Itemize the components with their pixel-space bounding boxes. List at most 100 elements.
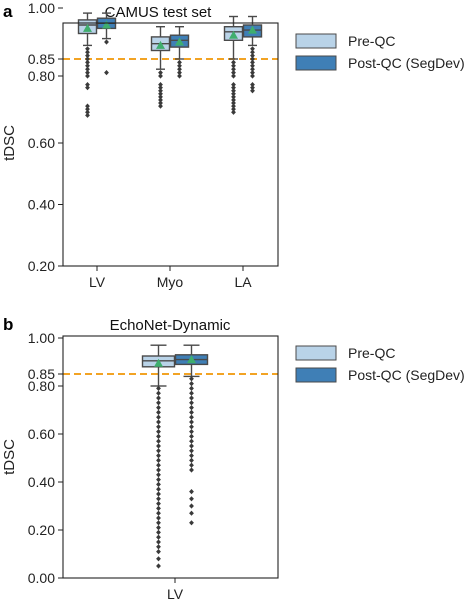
legend-b: Pre-QC Post-QC (SegDev) xyxy=(295,345,465,383)
outlier-point-pre-qc xyxy=(158,97,163,103)
outlier-point-pre-qc xyxy=(156,433,161,439)
y-axis-label-b: tDSC xyxy=(1,439,18,475)
outlier-point-post-qc xyxy=(250,73,255,79)
outlier-point-pre-qc xyxy=(156,424,161,430)
outlier-point-post-qc xyxy=(189,381,194,387)
outlier-point-pre-qc xyxy=(85,81,90,88)
y-tick-label-a: 1.00 xyxy=(28,0,55,16)
y-tick-label-b: 0.00 xyxy=(28,570,55,586)
mean-marker-post-qc xyxy=(248,25,257,34)
outlier-point-pre-qc xyxy=(85,49,90,55)
plot-area-b: 0.00 0.20 0.40 0.60 0.800.85 1.00 LV xyxy=(28,330,278,602)
outlier-point-pre-qc xyxy=(156,496,161,502)
outlier-point-post-qc xyxy=(189,462,194,468)
outlier-point-pre-qc xyxy=(85,46,90,52)
outlier-point-post-qc xyxy=(189,467,194,473)
outlier-point-pre-qc xyxy=(156,395,161,401)
outlier-point-pre-qc xyxy=(85,112,90,118)
outlier-point-post-qc xyxy=(189,489,194,495)
outlier-point-pre-qc xyxy=(156,539,161,545)
outlier-point-pre-qc xyxy=(156,443,161,449)
outlier-point-post-qc xyxy=(189,385,194,391)
legend-swatch-post-qc-b xyxy=(295,367,337,383)
outlier-point-pre-qc xyxy=(156,556,161,562)
outlier-point-pre-qc xyxy=(156,448,161,454)
outlier-point-post-qc xyxy=(189,520,194,526)
outlier-point-pre-qc xyxy=(231,73,236,79)
outlier-point-pre-qc xyxy=(85,63,90,69)
outlier-point-post-qc xyxy=(189,438,194,444)
outlier-point-pre-qc xyxy=(156,510,161,516)
mean-marker-pre-qc xyxy=(156,40,165,49)
legend-label-post-qc-b: Post-QC (SegDev) xyxy=(348,367,465,383)
outlier-point-pre-qc xyxy=(231,70,236,76)
y-tick-label-a: 0.20 xyxy=(28,258,55,274)
outlier-point-post-qc xyxy=(250,81,255,88)
x-tick-label-a: LV xyxy=(89,274,106,290)
outlier-point-post-qc xyxy=(189,443,194,449)
outlier-point-post-qc xyxy=(177,73,182,79)
outlier-point-post-qc xyxy=(189,448,194,454)
plot-frame-a xyxy=(62,22,279,267)
outlier-point-pre-qc xyxy=(156,414,161,420)
outlier-point-pre-qc xyxy=(156,400,161,406)
outlier-point-post-qc xyxy=(250,70,255,76)
outlier-point-pre-qc xyxy=(156,477,161,483)
outlier-point-pre-qc xyxy=(231,106,236,112)
outlier-point-pre-qc xyxy=(156,544,161,550)
outlier-point-pre-qc xyxy=(156,457,161,463)
outlier-point-post-qc xyxy=(250,88,255,94)
outlier-point-pre-qc xyxy=(156,481,161,487)
mean-marker-post-qc xyxy=(187,355,196,364)
x-tick-label-a: LA xyxy=(234,274,252,290)
outlier-point-post-qc xyxy=(189,503,194,509)
legend-swatch-pre-qc-b xyxy=(295,345,337,361)
outlier-point-pre-qc xyxy=(231,59,236,65)
outlier-point-pre-qc xyxy=(156,385,161,391)
outlier-point-post-qc xyxy=(189,510,194,516)
outlier-point-post-qc xyxy=(177,70,182,76)
outlier-point-pre-qc xyxy=(231,91,236,97)
legend-label-post-qc-a: Post-QC (SegDev) xyxy=(348,55,465,71)
outlier-point-post-qc xyxy=(189,409,194,415)
outlier-point-post-qc xyxy=(250,46,255,52)
outlier-point-post-qc xyxy=(189,400,194,406)
outlier-point-pre-qc xyxy=(231,109,236,115)
outlier-point-pre-qc xyxy=(156,563,161,569)
outlier-point-pre-qc xyxy=(231,103,236,109)
panel-b: b EchoNet-Dynamic tDSC 0.000.200.400.600… xyxy=(1,315,465,602)
outlier-point-pre-qc xyxy=(156,505,161,511)
panel-letter-a: a xyxy=(3,2,13,21)
outlier-point-pre-qc xyxy=(158,88,163,94)
outlier-point-post-qc xyxy=(177,63,182,69)
x-tick-label-a: Myo xyxy=(157,274,184,290)
outlier-point-pre-qc xyxy=(158,73,163,79)
legend-swatch-post-qc-a xyxy=(295,55,337,71)
y-axis-label-a: tDSC xyxy=(1,125,18,161)
outlier-point-pre-qc xyxy=(156,515,161,521)
legend-a: Pre-QC Post-QC (SegDev) xyxy=(295,33,465,71)
outlier-point-pre-qc xyxy=(156,409,161,415)
outlier-point-pre-qc xyxy=(85,73,90,79)
outlier-point-pre-qc xyxy=(158,81,163,88)
y-tick-label-a: 0.80 xyxy=(28,68,55,84)
outlier-point-pre-qc xyxy=(231,81,236,88)
outlier-point-pre-qc xyxy=(156,438,161,444)
outlier-point-pre-qc xyxy=(231,63,236,69)
outlier-point-pre-qc xyxy=(158,70,163,76)
outlier-point-pre-qc xyxy=(158,91,163,97)
outlier-point-post-qc xyxy=(250,85,255,91)
legend-label-pre-qc-b: Pre-QC xyxy=(348,345,395,361)
y-tick-label-b: 0.80 xyxy=(28,378,55,394)
outlier-point-post-qc xyxy=(189,405,194,411)
outlier-point-pre-qc xyxy=(156,405,161,411)
outlier-point-pre-qc xyxy=(156,549,161,555)
chart-title-a: CAMUS test set xyxy=(105,4,213,21)
outlier-point-post-qc xyxy=(250,59,255,65)
outlier-point-pre-qc xyxy=(156,525,161,531)
outlier-point-post-qc xyxy=(189,376,194,382)
outlier-point-post-qc xyxy=(250,66,255,72)
y-tick-label-b: 0.20 xyxy=(28,522,55,538)
outlier-point-pre-qc xyxy=(231,97,236,103)
